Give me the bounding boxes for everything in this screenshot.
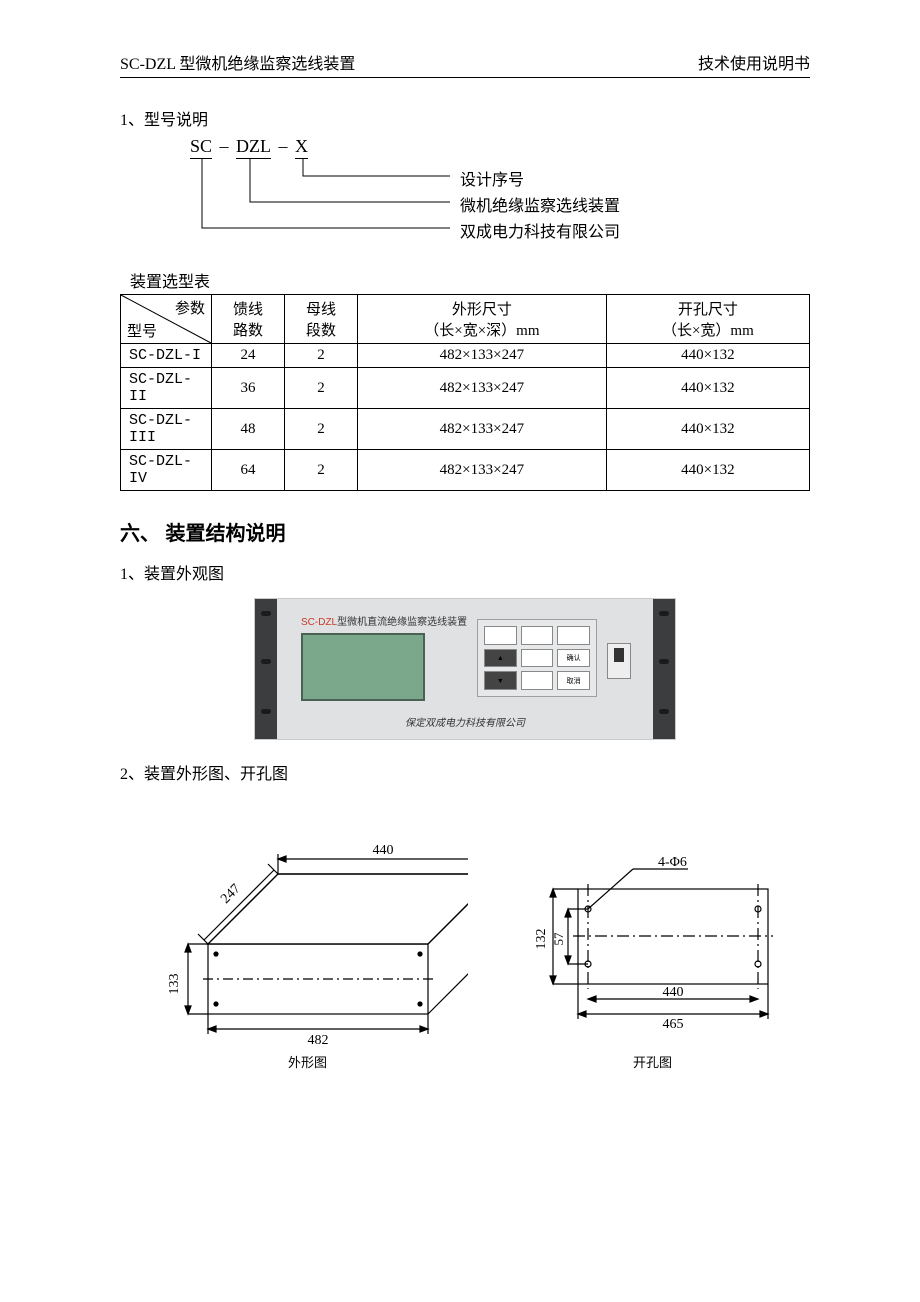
dim-440b: 440 [662, 985, 683, 1000]
label-2: 微机绝缘监察选线装置 [460, 192, 620, 216]
device-photo: SC-DZL型微机直流绝缘监察选线装置 ▲ 确认 ▼ 取消 保定双成电力科技有限… [254, 598, 676, 740]
key [521, 649, 554, 668]
key [521, 671, 554, 690]
outline-drawing-col: 440 247 133 482 外形图 [148, 814, 468, 1071]
th-cutout: 开孔尺寸（长×宽）mm [606, 295, 809, 344]
dim-57: 57 [551, 932, 566, 946]
table-row: SC-DZL-II 36 2 482×133×247 440×132 [121, 368, 810, 409]
table-title: 装置选型表 [130, 268, 810, 292]
key-down: ▼ [484, 671, 517, 690]
panel-footer: 保定双成电力科技有限公司 [277, 714, 653, 729]
panel-title: SC-DZL型微机直流绝缘监察选线装置 [301, 613, 467, 628]
rack-ear-left [255, 599, 277, 739]
dim-132: 132 [534, 929, 549, 950]
dim-133: 133 [167, 974, 182, 995]
keypad: ▲ 确认 ▼ 取消 [477, 619, 597, 697]
power-box [607, 643, 631, 679]
front-panel: SC-DZL型微机直流绝缘监察选线装置 ▲ 确认 ▼ 取消 保定双成电力科技有限… [277, 599, 653, 739]
rack-ear-right [653, 599, 675, 739]
dim-482: 482 [307, 1033, 328, 1044]
cutout-drawing: 4-Φ6 132 57 440 465 [523, 814, 783, 1044]
key [557, 626, 590, 645]
diag-top: 参数 [175, 297, 205, 318]
table-row: SC-DZL-IV 64 2 482×133×247 440×132 [121, 450, 810, 491]
dim-247: 247 [218, 881, 243, 906]
header-left: SC-DZL 型微机绝缘监察选线装置 [120, 50, 355, 74]
lcd-screen [301, 633, 425, 701]
outline-caption: 外形图 [288, 1052, 327, 1071]
key-cancel: 取消 [557, 671, 590, 690]
power-switch [614, 648, 624, 662]
th-dims: 外形尺寸（长×宽×深）mm [358, 295, 607, 344]
label-3: 双成电力科技有限公司 [460, 218, 620, 242]
dim-440: 440 [372, 843, 393, 858]
key-ok: 确认 [557, 649, 590, 668]
key [484, 626, 517, 645]
table-row: SC-DZL-I 24 2 482×133×247 440×132 [121, 344, 810, 368]
page-header: SC-DZL 型微机绝缘监察选线装置 技术使用说明书 [120, 50, 810, 78]
table-row: SC-DZL-III 48 2 482×133×247 440×132 [121, 409, 810, 450]
cutout-caption: 开孔图 [633, 1052, 672, 1071]
key-up: ▲ [484, 649, 517, 668]
selection-table: 参数 型号 馈线路数 母线段数 外形尺寸（长×宽×深）mm 开孔尺寸（长×宽）m… [120, 294, 810, 491]
th-bus: 母线段数 [285, 295, 358, 344]
outline-drawing: 440 247 133 482 [148, 814, 468, 1044]
dim-465: 465 [662, 1017, 683, 1032]
section-6-title: 六、 装置结构说明 [120, 517, 810, 546]
dim-holes: 4-Φ6 [658, 855, 687, 870]
table-header-row: 参数 型号 馈线路数 母线段数 外形尺寸（长×宽×深）mm 开孔尺寸（长×宽）m… [121, 295, 810, 344]
section-1-title: 1、型号说明 [120, 106, 810, 130]
section-6-sub2: 2、装置外形图、开孔图 [120, 760, 810, 784]
table-body: SC-DZL-I 24 2 482×133×247 440×132 SC-DZL… [121, 344, 810, 491]
drawings-row: 440 247 133 482 外形图 [120, 814, 810, 1071]
diag-bot: 型号 [127, 320, 157, 341]
key [521, 626, 554, 645]
th-feeder: 馈线路数 [212, 295, 285, 344]
diag-header: 参数 型号 [121, 295, 212, 344]
document-page: SC-DZL 型微机绝缘监察选线装置 技术使用说明书 1、型号说明 SC – D… [0, 0, 920, 1302]
label-1: 设计序号 [460, 166, 524, 190]
section-6-sub1: 1、装置外观图 [120, 560, 810, 584]
header-right: 技术使用说明书 [698, 50, 810, 74]
cutout-drawing-col: 4-Φ6 132 57 440 465 开孔图 [523, 814, 783, 1071]
model-code-diagram: SC – DZL – X 设计序号 微机绝缘监察选线装置 双成电力科技有限公司 [190, 136, 810, 256]
